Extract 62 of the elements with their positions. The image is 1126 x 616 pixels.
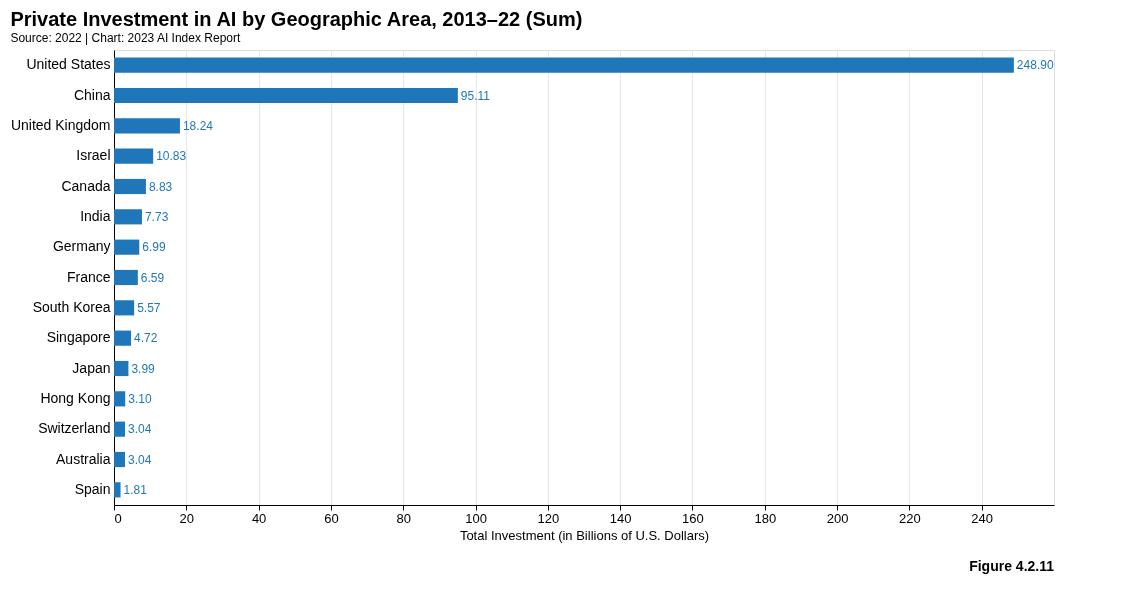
x-tick-label: 60 — [324, 510, 339, 526]
bar — [114, 360, 129, 377]
data-label: 7.73 — [144, 209, 169, 224]
x-tick-label: 20 — [179, 510, 195, 526]
data-label: 95.11 — [460, 88, 491, 103]
y-tick-label: Spain — [74, 480, 111, 497]
bar — [114, 87, 458, 104]
x-tick-label: 220 — [899, 510, 921, 526]
y-tick-label: Germany — [52, 238, 111, 255]
bar — [114, 421, 125, 437]
y-tick-label: United States — [26, 56, 111, 73]
x-tick-label: 120 — [537, 510, 560, 526]
x-tick-label: 140 — [609, 510, 632, 526]
bar — [114, 482, 121, 498]
chart-title: Private Investment in AI by Geographic Area, 2013–22 (Sum) — [10, 8, 583, 30]
data-label: 6.99 — [142, 240, 166, 255]
bar — [114, 451, 125, 468]
data-label: 3.99 — [131, 361, 156, 376]
y-tick-label: Australia — [56, 450, 111, 467]
x-tick-label: 240 — [971, 510, 994, 526]
y-tick-label: Japan — [72, 359, 111, 376]
data-label: 3.10 — [128, 391, 152, 406]
data-label: 1.81 — [123, 482, 148, 497]
x-tick-label: 200 — [826, 510, 849, 526]
data-label: 3.04 — [127, 422, 152, 437]
x-tick-label: 180 — [754, 510, 777, 526]
y-tick-label: Canada — [61, 177, 111, 194]
bar — [114, 269, 138, 286]
y-tick-label: India — [80, 207, 111, 224]
bar — [114, 148, 154, 164]
y-tick-label: United Kingdom — [10, 116, 111, 133]
data-label: 4.72 — [134, 331, 158, 346]
bar — [114, 330, 132, 346]
bar — [114, 178, 146, 195]
y-tick-label: Singapore — [46, 329, 111, 346]
y-tick-label: France — [66, 268, 111, 285]
data-label: 10.83 — [156, 149, 187, 164]
y-tick-label: South Korea — [32, 298, 111, 315]
x-tick-label: 160 — [682, 510, 704, 526]
bar — [114, 300, 135, 316]
y-tick-label: Hong Kong — [40, 389, 111, 406]
bar — [114, 57, 1014, 73]
y-tick-label: Israel — [76, 147, 111, 164]
x-tick-label: 80 — [396, 510, 411, 526]
bar — [114, 239, 140, 255]
x-tick-label: 0 — [114, 510, 122, 526]
y-tick-label: China — [73, 86, 111, 103]
data-label: 5.57 — [137, 300, 161, 315]
data-label: 18.24 — [182, 118, 214, 133]
data-label: 248.90 — [1016, 58, 1054, 73]
data-label: 3.04 — [127, 452, 152, 467]
x-axis-title: Total Investment (in Billions of U.S. Dollars) — [459, 527, 710, 543]
y-tick-label: Switzerland — [38, 420, 111, 437]
data-label: 6.59 — [140, 270, 165, 285]
x-tick-label: 40 — [251, 510, 267, 526]
chart-subtitle: Source: 2022 | Chart: 2023 AI Index Report — [10, 31, 241, 45]
bar — [114, 391, 126, 407]
bar — [114, 209, 142, 225]
x-tick-label: 100 — [465, 510, 487, 526]
bar — [114, 118, 180, 134]
data-label: 8.83 — [148, 179, 173, 194]
caption: Figure 4.2.11 — [969, 558, 1055, 574]
